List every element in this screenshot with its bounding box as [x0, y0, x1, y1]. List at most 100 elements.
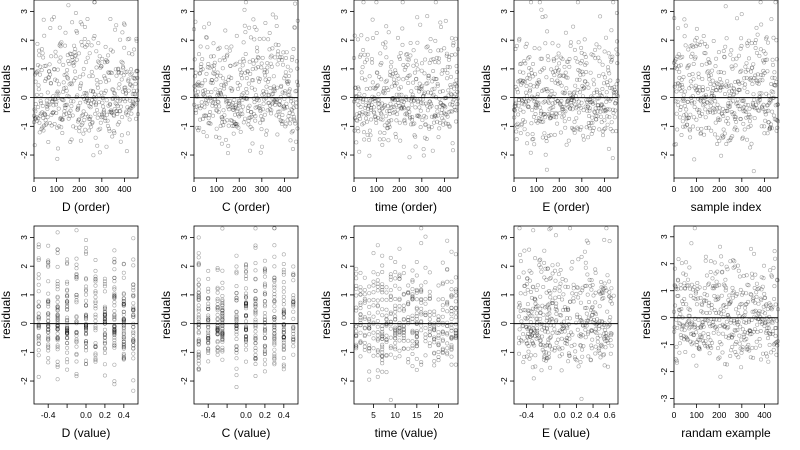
data-point — [203, 113, 208, 118]
data-point — [117, 109, 122, 114]
data-point — [233, 105, 238, 110]
data-point — [196, 255, 201, 260]
data-point — [242, 23, 247, 28]
data-point — [695, 96, 700, 101]
data-point — [719, 112, 724, 117]
data-point — [691, 115, 696, 120]
data-point — [453, 322, 458, 327]
data-point — [431, 57, 436, 62]
data-point — [114, 23, 119, 28]
data-point — [225, 99, 230, 104]
data-point — [127, 36, 132, 41]
data-point — [257, 104, 262, 109]
data-point — [717, 105, 722, 110]
data-point — [440, 89, 445, 94]
data-point — [725, 103, 730, 108]
data-point — [602, 49, 607, 54]
data-point — [217, 104, 222, 109]
data-point — [192, 74, 197, 79]
data-point — [238, 59, 243, 64]
data-point — [544, 167, 549, 172]
data-point — [579, 50, 584, 55]
data-point — [592, 100, 597, 105]
data-point — [93, 314, 98, 319]
data-point — [52, 67, 57, 72]
data-point — [416, 98, 421, 103]
data-point — [453, 299, 458, 304]
data-point — [393, 340, 398, 345]
data-point — [703, 258, 708, 263]
data-point — [360, 110, 365, 115]
data-point — [237, 103, 242, 108]
data-point — [43, 79, 48, 84]
data-point — [114, 102, 119, 107]
data-point — [760, 78, 765, 83]
data-point — [232, 97, 237, 102]
data-point — [518, 252, 523, 257]
x-axis-title: randam example — [681, 426, 771, 440]
data-point — [250, 126, 255, 131]
data-point — [533, 119, 538, 124]
data-point — [354, 140, 359, 145]
data-point — [293, 139, 298, 144]
data-point — [519, 98, 524, 103]
data-point — [678, 282, 683, 287]
data-point — [200, 67, 205, 72]
data-point — [287, 87, 292, 92]
data-point — [523, 79, 528, 84]
data-point — [762, 311, 767, 316]
scatter-points — [192, 0, 300, 156]
data-point — [200, 81, 205, 86]
x-axis-title: time (order) — [375, 200, 437, 214]
data-point — [360, 65, 365, 70]
data-point — [697, 85, 702, 90]
data-point — [542, 112, 547, 117]
data-point — [611, 93, 616, 98]
data-point — [260, 93, 265, 98]
x-axis-title: D (value) — [62, 426, 111, 440]
data-point — [723, 4, 728, 9]
x-tick-label: 100 — [50, 184, 64, 194]
data-point — [576, 127, 581, 132]
data-point — [615, 61, 620, 66]
data-point — [103, 44, 108, 49]
data-point — [79, 123, 84, 128]
data-point — [589, 99, 594, 104]
data-point — [69, 51, 74, 56]
data-point — [220, 115, 225, 120]
data-point — [362, 344, 367, 349]
data-point — [593, 300, 598, 305]
data-point — [81, 66, 86, 71]
data-point — [548, 133, 553, 138]
data-point — [413, 144, 418, 149]
data-point — [131, 351, 136, 356]
data-point — [712, 293, 717, 298]
data-point — [678, 63, 683, 68]
data-point — [710, 340, 715, 345]
data-point — [99, 90, 104, 95]
data-point — [126, 88, 131, 93]
data-point — [355, 37, 360, 42]
data-point — [74, 95, 79, 100]
data-point — [442, 96, 447, 101]
data-point — [586, 114, 591, 119]
data-point — [74, 266, 79, 271]
data-point — [539, 269, 544, 274]
data-point — [535, 81, 540, 86]
data-point — [99, 115, 104, 120]
data-point — [403, 121, 408, 126]
data-point — [613, 101, 618, 106]
data-point — [253, 317, 258, 322]
data-point — [571, 126, 576, 131]
data-point — [751, 355, 756, 360]
data-point — [291, 264, 296, 269]
data-point — [256, 98, 261, 103]
data-point — [724, 119, 729, 124]
data-point — [598, 114, 603, 119]
data-point — [280, 90, 285, 95]
data-point — [48, 25, 53, 30]
data-point — [432, 363, 437, 368]
data-point — [556, 294, 561, 299]
